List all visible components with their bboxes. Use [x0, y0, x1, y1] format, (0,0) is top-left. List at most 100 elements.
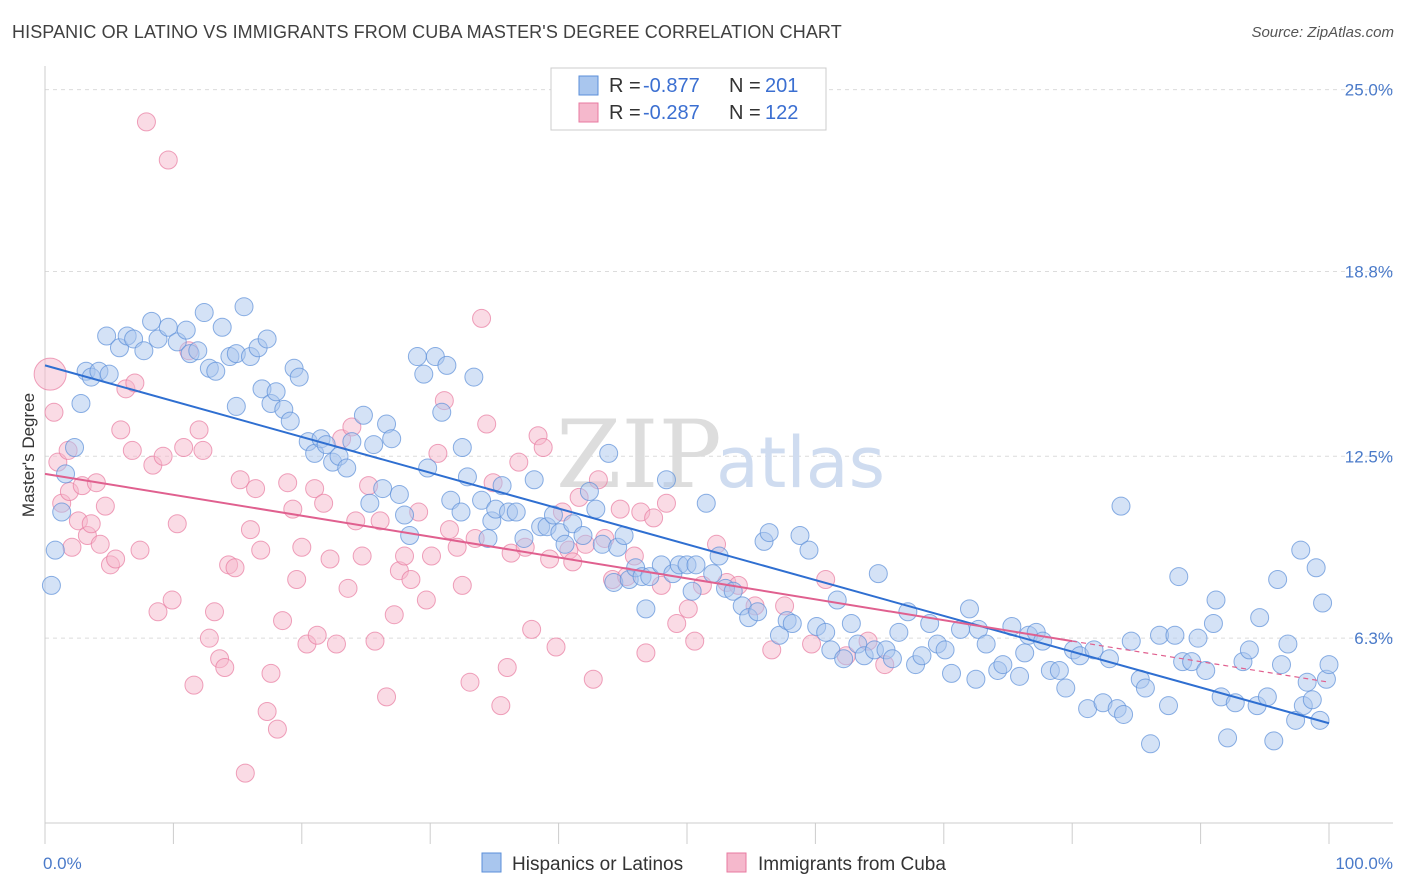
- legend-r-label: R =: [609, 102, 641, 124]
- point-hispanics-or-latinos: [1250, 608, 1270, 628]
- point-hispanics-or-latinos: [266, 382, 286, 402]
- point-immigrants-from-cuba: [158, 150, 178, 170]
- legend-n-label: N =: [729, 75, 761, 97]
- point-hispanics-or-latinos: [234, 297, 254, 317]
- point-hispanics-or-latinos: [816, 622, 836, 642]
- point-hispanics-or-latinos: [942, 663, 962, 683]
- point-hispanics-or-latinos: [599, 443, 619, 463]
- point-hispanics-or-latinos: [414, 364, 434, 384]
- point-hispanics-or-latinos: [188, 341, 208, 361]
- point-immigrants-from-cuba: [685, 631, 705, 651]
- point-hispanics-or-latinos: [592, 534, 612, 554]
- legend-n-value: 122: [765, 102, 798, 124]
- point-hispanics-or-latinos: [1239, 640, 1259, 660]
- point-immigrants-from-cuba: [338, 578, 358, 598]
- point-immigrants-from-cuba: [33, 357, 67, 391]
- point-immigrants-from-cuba: [273, 611, 293, 631]
- point-immigrants-from-cuba: [307, 625, 327, 645]
- point-hispanics-or-latinos: [373, 479, 393, 499]
- point-hispanics-or-latinos: [1121, 631, 1141, 651]
- point-hispanics-or-latinos: [342, 432, 362, 452]
- point-hispanics-or-latinos: [134, 341, 154, 361]
- point-hispanics-or-latinos: [604, 572, 624, 592]
- point-immigrants-from-cuba: [174, 438, 194, 457]
- point-hispanics-or-latinos: [1015, 643, 1035, 663]
- point-hispanics-or-latinos: [586, 499, 606, 519]
- point-immigrants-from-cuba: [546, 637, 566, 657]
- point-hispanics-or-latinos: [1114, 704, 1134, 724]
- point-hispanics-or-latinos: [1049, 660, 1069, 680]
- legend-r-label: R =: [609, 75, 641, 97]
- point-hispanics-or-latinos: [71, 393, 91, 413]
- point-hispanics-or-latinos: [555, 534, 575, 554]
- point-immigrants-from-cuba: [287, 570, 307, 590]
- point-hispanics-or-latinos: [993, 655, 1013, 675]
- point-hispanics-or-latinos: [56, 464, 76, 484]
- point-hispanics-or-latinos: [686, 555, 706, 575]
- point-immigrants-from-cuba: [491, 696, 511, 716]
- point-immigrants-from-cuba: [522, 619, 542, 639]
- point-immigrants-from-cuba: [428, 443, 448, 463]
- trend-line-immigrants-from-cuba-extension: [1072, 640, 1330, 683]
- y-axis-label: Master's Degree: [19, 393, 38, 517]
- point-immigrants-from-cuba: [111, 420, 131, 440]
- point-hispanics-or-latinos: [976, 634, 996, 654]
- point-hispanics-or-latinos: [407, 347, 427, 367]
- point-immigrants-from-cuba: [352, 546, 372, 566]
- point-hispanics-or-latinos: [696, 493, 716, 513]
- point-hispanics-or-latinos: [395, 505, 415, 525]
- point-immigrants-from-cuba: [320, 549, 340, 569]
- point-immigrants-from-cuba: [384, 605, 404, 625]
- point-immigrants-from-cuba: [136, 112, 156, 132]
- point-hispanics-or-latinos: [799, 540, 819, 560]
- point-hispanics-or-latinos: [782, 614, 802, 634]
- point-immigrants-from-cuba: [636, 643, 656, 663]
- point-hispanics-or-latinos: [966, 669, 986, 689]
- point-hispanics-or-latinos: [827, 590, 847, 610]
- point-immigrants-from-cuba: [230, 470, 250, 490]
- point-hispanics-or-latinos: [337, 458, 357, 478]
- point-immigrants-from-cuba: [44, 402, 64, 422]
- legend-n-label: N =: [729, 102, 761, 124]
- point-hispanics-or-latinos: [790, 526, 810, 546]
- point-immigrants-from-cuba: [678, 599, 698, 619]
- point-hispanics-or-latinos: [212, 317, 232, 337]
- point-immigrants-from-cuba: [610, 499, 630, 519]
- point-hispanics-or-latinos: [912, 646, 932, 666]
- point-immigrants-from-cuba: [395, 546, 415, 566]
- point-hispanics-or-latinos: [45, 540, 65, 560]
- point-hispanics-or-latinos: [506, 502, 526, 522]
- point-hispanics-or-latinos: [97, 326, 117, 346]
- point-hispanics-or-latinos: [579, 482, 599, 502]
- point-immigrants-from-cuba: [148, 602, 168, 622]
- point-hispanics-or-latinos: [882, 649, 902, 669]
- point-hispanics-or-latinos: [1291, 540, 1311, 560]
- y-tick-label: 12.5%: [1345, 447, 1393, 466]
- trend-line-hispanics-or-latinos: [44, 364, 1330, 725]
- point-immigrants-from-cuba: [583, 669, 603, 689]
- point-hispanics-or-latinos: [289, 367, 309, 387]
- point-hispanics-or-latinos: [841, 614, 861, 634]
- point-hispanics-or-latinos: [382, 429, 402, 449]
- point-immigrants-from-cuba: [540, 549, 560, 569]
- point-hispanics-or-latinos: [472, 490, 492, 510]
- point-hispanics-or-latinos: [834, 649, 854, 669]
- point-immigrants-from-cuba: [656, 493, 676, 513]
- point-immigrants-from-cuba: [225, 558, 245, 578]
- series-hispanics-or-latinos: [41, 297, 1339, 754]
- point-hispanics-or-latinos: [364, 435, 384, 455]
- point-hispanics-or-latinos: [1188, 628, 1208, 648]
- point-hispanics-or-latinos: [1278, 634, 1298, 654]
- point-hispanics-or-latinos: [451, 502, 471, 522]
- point-immigrants-from-cuba: [257, 702, 277, 722]
- point-immigrants-from-cuba: [251, 540, 271, 560]
- point-immigrants-from-cuba: [261, 663, 281, 683]
- point-immigrants-from-cuba: [130, 540, 150, 560]
- point-hispanics-or-latinos: [492, 476, 512, 496]
- point-hispanics-or-latinos: [194, 303, 214, 323]
- point-immigrants-from-cuba: [199, 628, 219, 648]
- point-hispanics-or-latinos: [1084, 640, 1104, 660]
- point-hispanics-or-latinos: [142, 311, 162, 331]
- point-hispanics-or-latinos: [748, 602, 768, 622]
- point-immigrants-from-cuba: [365, 631, 385, 651]
